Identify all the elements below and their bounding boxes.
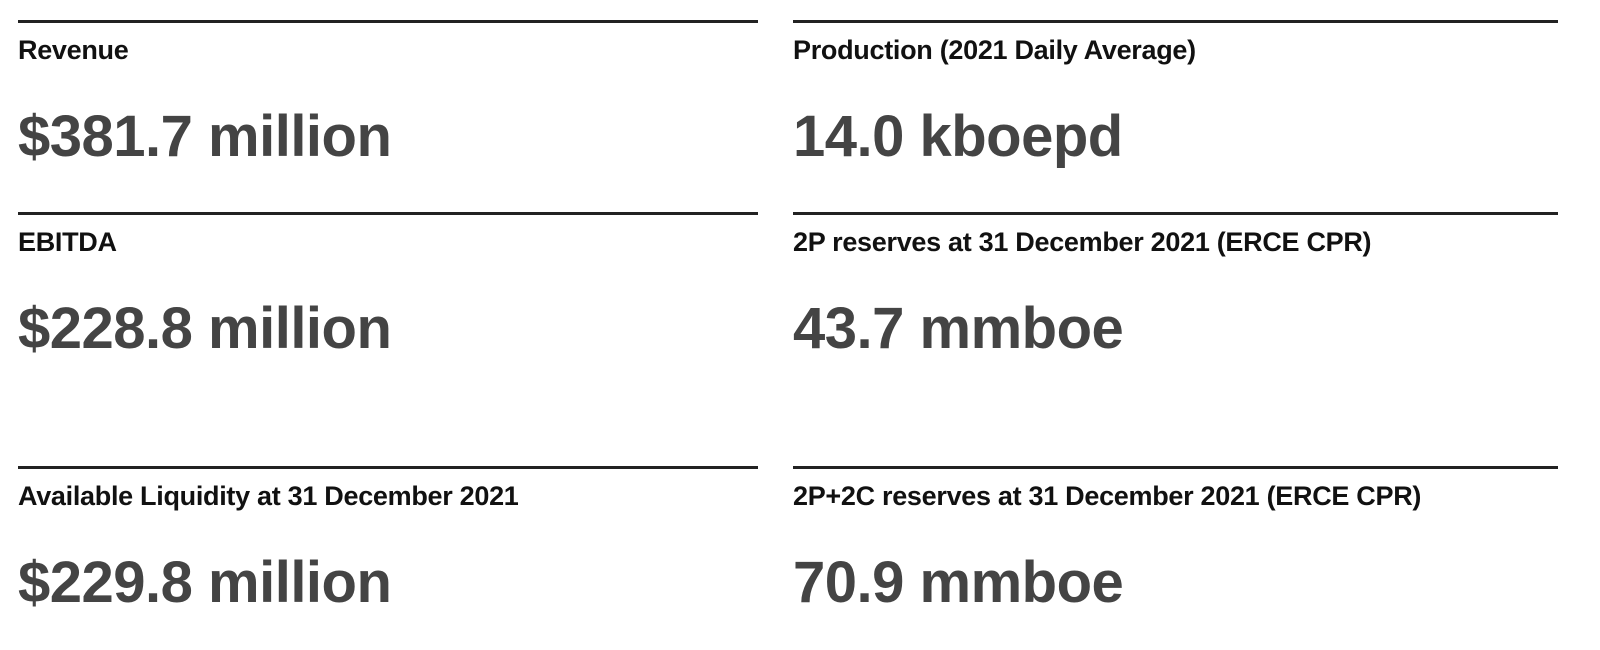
metric-label: 2P+2C reserves at 31 December 2021 (ERCE… bbox=[793, 481, 1422, 511]
metric-value: $228.8 million bbox=[18, 296, 392, 361]
metric-label: Revenue bbox=[18, 35, 129, 65]
metric-value: $229.8 million bbox=[18, 550, 392, 615]
metric-value: 14.0 kboepd bbox=[793, 104, 1123, 169]
metric-card: 2P reserves at 31 December 2021 (ERCE CP… bbox=[793, 212, 1558, 382]
metric-label: 2P reserves at 31 December 2021 (ERCE CP… bbox=[793, 227, 1372, 257]
metric-value: $381.7 million bbox=[18, 104, 392, 169]
metric-value: 43.7 mmboe bbox=[793, 296, 1124, 361]
metric-card: EBITDA $228.8 million bbox=[18, 212, 758, 382]
metric-label: EBITDA bbox=[18, 227, 117, 257]
metric-value: 70.9 mmboe bbox=[793, 550, 1124, 615]
metric-card: Revenue $381.7 million bbox=[18, 20, 758, 190]
metric-label: Production (2021 Daily Average) bbox=[793, 35, 1196, 65]
metric-label: Available Liquidity at 31 December 2021 bbox=[18, 481, 519, 511]
metric-card: Production (2021 Daily Average) 14.0 kboe… bbox=[793, 20, 1558, 190]
metric-card: 2P+2C reserves at 31 December 2021 (ERCE… bbox=[793, 466, 1558, 636]
metric-card: Available Liquidity at 31 December 2021 $… bbox=[18, 466, 758, 636]
